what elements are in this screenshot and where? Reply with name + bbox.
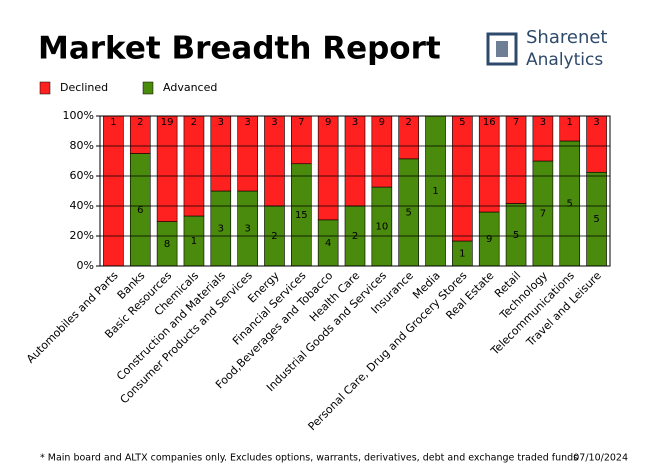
data-label: 16 xyxy=(483,117,496,128)
data-label: 8 xyxy=(164,239,170,250)
data-label: 9 xyxy=(486,234,492,245)
data-label: 1 xyxy=(459,249,465,260)
y-tick-label: 100% xyxy=(63,109,94,122)
bar-segment xyxy=(317,115,339,221)
plot-border xyxy=(99,115,611,267)
data-label: 9 xyxy=(379,117,385,128)
data-label: 2 xyxy=(137,117,143,128)
bar-segment xyxy=(478,115,500,213)
data-label: 2 xyxy=(191,117,197,128)
logo-text: Analytics xyxy=(526,50,603,70)
data-label: 6 xyxy=(137,205,143,216)
legend-label: Advanced xyxy=(163,81,217,94)
data-label: 5 xyxy=(459,117,465,128)
logo-icon xyxy=(486,32,518,66)
data-label: 5 xyxy=(405,207,411,218)
data-label: 9 xyxy=(325,117,331,128)
bar-segment xyxy=(103,115,124,267)
y-tick-label: 20% xyxy=(70,229,94,242)
data-label: 2 xyxy=(352,231,358,242)
data-label: 1 xyxy=(110,117,116,128)
data-label: 4 xyxy=(325,238,331,249)
legend-swatch xyxy=(142,81,154,95)
data-label: 3 xyxy=(244,224,250,235)
data-label: 3 xyxy=(244,117,250,128)
x-tick-label: Automobiles and Parts xyxy=(24,269,121,366)
data-label: 3 xyxy=(593,117,599,128)
chart-title: Market Breadth Report xyxy=(38,31,441,67)
bar-segment xyxy=(183,115,205,217)
y-tick-label: 60% xyxy=(70,169,94,182)
date: 07/10/2024 xyxy=(573,453,628,464)
data-label: 7 xyxy=(540,209,546,220)
legend-label: Declined xyxy=(60,81,108,94)
y-tick-label: 40% xyxy=(70,199,94,212)
data-label: 10 xyxy=(375,222,388,233)
bar-segment xyxy=(344,115,366,207)
data-label: 2 xyxy=(271,231,277,242)
logo-icon xyxy=(496,41,508,57)
data-label: 3 xyxy=(218,224,224,235)
bar-segment xyxy=(452,115,473,242)
logo: Sharenet Analytics xyxy=(486,27,607,70)
data-label: 3 xyxy=(271,117,277,128)
logo-text: Sharenet xyxy=(526,27,607,48)
footnote: * Main board and ALTX companies only. Ex… xyxy=(40,453,578,464)
bar-segment xyxy=(264,115,285,207)
data-label: 2 xyxy=(405,117,411,128)
y-tick-label: 80% xyxy=(70,139,94,152)
data-label: 5 xyxy=(593,214,599,225)
data-label: 1 xyxy=(567,117,573,128)
data-label: 3 xyxy=(352,117,358,128)
data-label: 3 xyxy=(540,117,546,128)
data-label: 7 xyxy=(513,117,519,128)
legend-swatch xyxy=(39,81,51,95)
data-label: 3 xyxy=(218,117,224,128)
data-label: 1 xyxy=(191,236,197,247)
data-label: 5 xyxy=(567,199,573,210)
y-tick-label: 0% xyxy=(77,259,94,272)
bar-segment xyxy=(505,115,527,204)
data-label: 15 xyxy=(295,210,308,221)
data-label: 1 xyxy=(432,186,438,197)
data-label: 7 xyxy=(298,117,304,128)
data-label: 19 xyxy=(161,117,174,128)
data-label: 5 xyxy=(513,230,519,241)
